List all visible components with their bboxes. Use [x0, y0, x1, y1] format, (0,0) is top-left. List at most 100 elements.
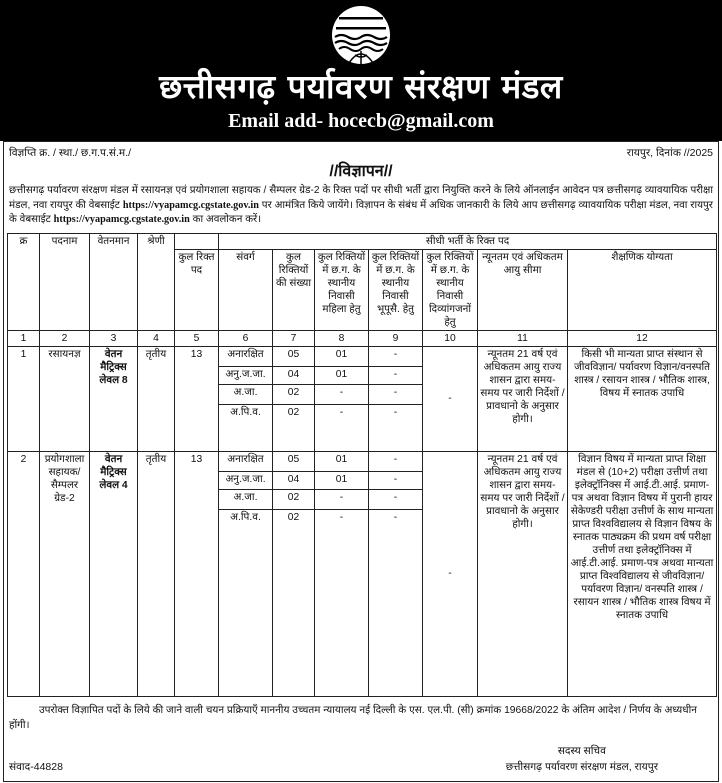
website-link[interactable]: https://vyapamcg.cgstate.gov.in: [122, 199, 259, 211]
column-number: 9: [368, 329, 423, 347]
cell-category: अनु.ज.जा.: [218, 470, 273, 490]
column-number: 2: [39, 329, 90, 347]
cell-ex-servicemen: -: [368, 508, 423, 697]
column-number: 7: [272, 329, 315, 347]
header-class: श्रेणी: [137, 232, 175, 331]
column-number: 11: [477, 329, 568, 347]
cell-disabled: -: [422, 345, 478, 452]
cell-category: अनारक्षित: [218, 450, 273, 472]
column-number-row: 1 2 3 4 5 6 7 8 9 10 11 12: [7, 329, 718, 347]
column-number: 8: [314, 329, 369, 347]
cell-category: अ.पि.व.: [218, 403, 273, 452]
header-category: संवर्ग: [218, 248, 273, 331]
reference-number: विज्ञप्ति क्र. / स्था./ छ.ग.प.सं.म./: [9, 147, 132, 159]
column-number: 4: [137, 329, 175, 347]
header-total-vacant: कुल रिक्त पद: [174, 248, 219, 331]
header-total-count: कुल रिक्तियों की संख्या: [272, 248, 315, 331]
header-direct-recruitment: सीधी भर्ती के रिक्त पद: [217, 232, 718, 250]
cell-women: 01: [314, 365, 369, 385]
cell-count: 04: [272, 470, 315, 490]
website-link[interactable]: https://vyapamcg.cgstate.gov.in: [53, 214, 190, 225]
cell-qualification: किसी भी मान्यता प्राप्त संस्थान से जीववि…: [566, 345, 718, 452]
vacancy-table: क्र पदनाम वेतनमान श्रेणी सीधी भर्ती के र…: [7, 232, 718, 697]
column-number: 5: [174, 329, 219, 347]
cell-count: 02: [272, 488, 315, 510]
cell-ex-servicemen: -: [368, 488, 423, 510]
cell-ex-servicemen: -: [368, 383, 423, 405]
cell-post: प्रयोगशाला सहायक/ सैम्पलर ग्रेड-2: [39, 450, 90, 697]
cell-sr: 1: [7, 345, 40, 452]
cell-total-vacant: 13: [174, 450, 219, 697]
intro-text: का अवलोकन करें।: [192, 214, 262, 225]
table-row: अ.जा. 02- -: [8, 383, 717, 405]
cell-count: 02: [272, 508, 315, 697]
cell-category: अनु.ज.जा.: [218, 365, 273, 385]
column-number: 3: [89, 329, 138, 347]
cell-count: 05: [272, 450, 315, 472]
legal-note: उपरोक्त विज्ञापित पदों के लिये की जाने व…: [9, 704, 697, 731]
header-age: न्यूनतम एवं अधिकतम आयु सीमा: [477, 248, 568, 331]
header-disabled: कुल रिक्तियों में छ.ग. के स्थानीय निवासी…: [422, 248, 478, 331]
board-logo-icon: [332, 6, 390, 64]
table-row: 1 रसायनज्ञ वेतन मैट्रिक्स लेवल 8 तृतीय 13 अना…: [7, 345, 718, 452]
signature-row: संवाद-44828 सदस्य सचिव छत्तीसगढ़ पर्यावर…: [7, 743, 715, 775]
cell-ex-servicemen: -: [368, 345, 423, 367]
table-row: 2 प्रयोगशाला सहायक/ सैम्पलर ग्रेड-2 वेतन म…: [7, 450, 718, 697]
header-ex-servicemen: कुल रिक्तियों में छ.ग. के स्थानीय निवासी…: [368, 248, 423, 331]
intro-text: पर आमंत्रित किये जायेंगे। विज्ञापन के सं…: [9, 199, 713, 226]
intro-text: छत्तीसगढ़ पर्यावरण संरक्षण मंडल में रसाय…: [9, 185, 713, 211]
cell-count: 02: [272, 403, 315, 452]
column-number: 6: [218, 329, 273, 347]
email-address: Email add- hocecb@gmail.com: [228, 110, 494, 132]
header-blank: [174, 232, 219, 250]
signatory: सदस्य सचिव छत्तीसगढ़ पर्यावरण संरक्षण मं…: [506, 743, 658, 775]
cell-category: अनारक्षित: [218, 345, 273, 367]
cell-pay: वेतन मैट्रिक्स लेवल 4: [89, 450, 138, 697]
cell-category: अ.पि.व.: [218, 508, 273, 697]
cell-class: तृतीय: [137, 345, 175, 452]
cell-women: 01: [314, 470, 369, 490]
cell-women: -: [314, 403, 369, 452]
cell-women: -: [314, 488, 369, 510]
advertisement-title: //विज्ञापन//: [329, 163, 393, 180]
header-sr: क्र: [7, 232, 40, 331]
cell-qualification: विज्ञान विषय में मान्यता प्राप्त शिक्षा …: [566, 450, 718, 697]
cell-count: 02: [272, 383, 315, 405]
cell-pay: वेतन मैट्रिक्स लेवल 8: [89, 345, 138, 452]
column-number: 1: [7, 329, 40, 347]
header-pay: वेतनमान: [89, 232, 138, 331]
header-qualification: शैक्षणिक योग्यता: [566, 248, 718, 331]
samvad-number: संवाद-44828: [9, 760, 63, 773]
column-number: 10: [422, 329, 478, 347]
table-row: अ.पि.व. 02- -: [8, 403, 717, 452]
table-row: अ.जा. 02- -: [8, 488, 717, 510]
table-row: अनु.ज.जा. 04 01-: [8, 470, 717, 490]
header-post: पदनाम: [39, 232, 90, 331]
cell-ex-servicemen: -: [368, 403, 423, 452]
signer-title: सदस्य सचिव: [557, 744, 606, 757]
reference-line: विज्ञप्ति क्र. / स्था./ छ.ग.प.सं.म./ राय…: [7, 146, 715, 160]
cell-ex-servicemen: -: [368, 450, 423, 472]
cell-disabled: -: [422, 450, 478, 697]
cell-count: 05: [272, 345, 315, 367]
cell-age: न्यूनतम 21 वर्ष एवं अधिकतम आयु राज्य शास…: [477, 450, 568, 697]
cell-total-vacant: 13: [174, 345, 219, 452]
cell-ex-servicemen: -: [368, 365, 423, 385]
table-row: अ.पि.व. 02- -: [8, 508, 717, 697]
advertisement-body: विज्ञप्ति क्र. / स्था./ छ.ग.प.सं.म./ राय…: [3, 141, 719, 782]
cell-women: 01: [314, 450, 369, 472]
place-date: रायपुर, दिनांक //2025: [626, 147, 713, 159]
cell-age: न्यूनतम 21 वर्ष एवं अधिकतम आयु राज्य शास…: [477, 345, 568, 452]
cell-category: अ.जा.: [218, 488, 273, 510]
cell-post: रसायनज्ञ: [39, 345, 90, 452]
letterhead: छत्तीसगढ़ पर्यावरण संरक्षण मंडल Email ad…: [0, 0, 722, 141]
cell-women: 01: [314, 345, 369, 367]
intro-paragraph: छत्तीसगढ़ पर्यावरण संरक्षण मंडल में रसाय…: [7, 184, 715, 228]
org-title: छत्तीसगढ़ पर्यावरण संरक्षण मंडल: [159, 67, 563, 106]
signer-org: छत्तीसगढ़ पर्यावरण संरक्षण मंडल, रायपुर: [505, 760, 658, 773]
column-number: 12: [566, 329, 718, 347]
cell-category: अ.जा.: [218, 383, 273, 405]
cell-count: 04: [272, 365, 315, 385]
cell-women: -: [314, 383, 369, 405]
cell-sr: 2: [7, 450, 40, 697]
